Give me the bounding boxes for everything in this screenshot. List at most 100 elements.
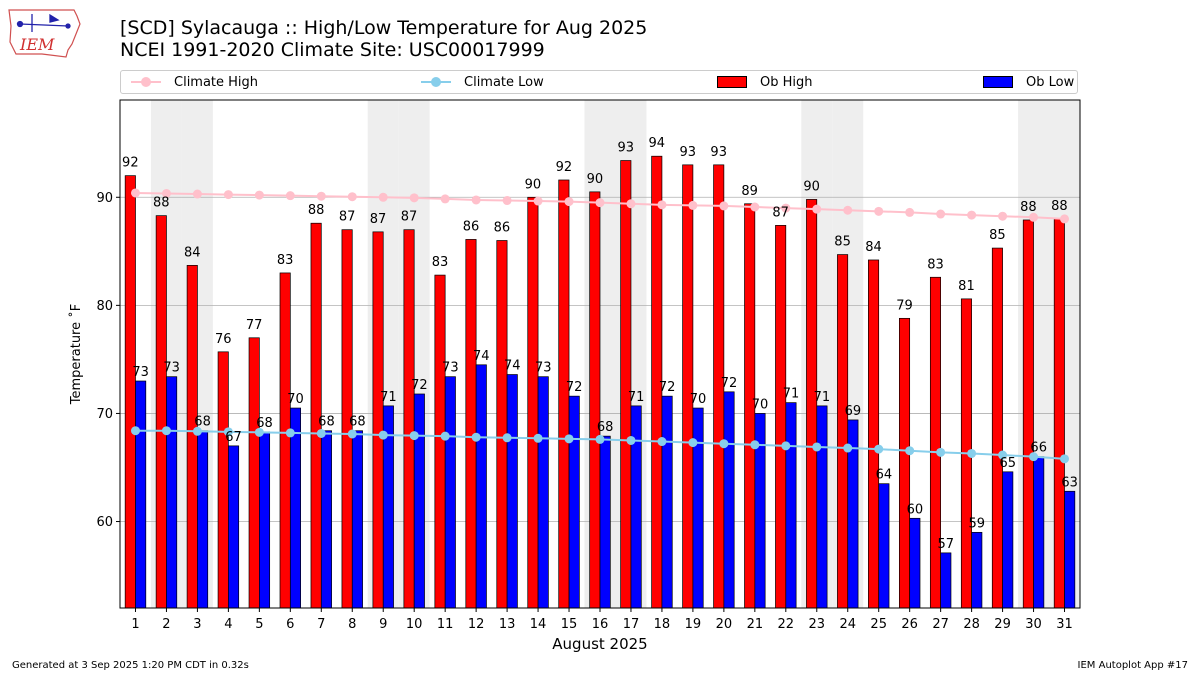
climate-low-point	[595, 434, 605, 444]
ob-low-label: 60	[907, 502, 924, 517]
climate-low-point	[1029, 452, 1039, 462]
x-tick-label: 16	[592, 617, 609, 632]
x-tick-label: 21	[747, 617, 764, 632]
ob-low-bar	[816, 405, 828, 609]
ob-low-label: 66	[1030, 441, 1047, 456]
x-tick-label: 2	[162, 617, 170, 632]
ob-high-label: 83	[927, 257, 944, 272]
climate-high-point	[440, 194, 450, 204]
ob-high-bar	[775, 225, 787, 609]
weather-station-icon	[16, 13, 71, 32]
ob-low-label: 67	[225, 430, 242, 445]
y-tick-label: 80	[96, 299, 113, 314]
climate-low-point	[471, 432, 481, 442]
ob-high-bar	[620, 160, 632, 609]
climate-high-point	[1060, 214, 1070, 224]
climate-high-point	[781, 203, 791, 213]
climate-low-point	[440, 431, 450, 441]
climate-high-point	[626, 199, 636, 209]
climate-low-point	[750, 440, 760, 450]
ob-low-label: 73	[132, 365, 149, 380]
climate-high-point	[130, 188, 140, 198]
ob-low-bar	[475, 364, 487, 609]
climate-low-point	[409, 431, 419, 441]
ob-high-label: 94	[649, 136, 666, 151]
ob-high-label: 87	[339, 210, 356, 225]
ob-low-swatch-icon	[983, 73, 1013, 91]
x-tick-label: 20	[716, 617, 733, 632]
x-tick-label: 9	[379, 617, 387, 632]
ob-high-label: 90	[587, 172, 604, 187]
x-tick-label: 23	[809, 617, 826, 632]
climate-high-point	[936, 209, 946, 219]
climate-low-point	[316, 428, 326, 438]
legend-item-climate-high: Climate High	[131, 73, 258, 91]
ob-low-bar	[228, 445, 240, 609]
climate-high-point	[285, 191, 295, 201]
x-tick-label: 12	[468, 617, 485, 632]
climate-high-point	[657, 200, 667, 210]
climate-high-point	[564, 197, 574, 207]
x-axis-label: August 2025	[552, 635, 647, 653]
x-tick-label: 28	[963, 617, 980, 632]
climate-low-point	[905, 446, 915, 456]
ob-low-bar	[661, 395, 673, 609]
ob-high-label: 79	[896, 298, 913, 313]
ob-low-bar	[166, 376, 178, 609]
x-tick-label: 1	[131, 617, 139, 632]
climate-high-point	[1029, 212, 1039, 222]
ob-high-label: 92	[122, 156, 139, 171]
climate-high-point	[471, 195, 481, 205]
x-tick-label: 26	[901, 617, 918, 632]
ob-low-label: 65	[999, 456, 1016, 471]
x-tick-label: 19	[685, 617, 702, 632]
ob-high-bar	[991, 247, 1003, 609]
x-tick-label: 24	[839, 617, 856, 632]
ob-low-bar	[537, 376, 549, 609]
ob-high-label: 86	[494, 221, 511, 236]
plot-frame	[119, 99, 1081, 609]
ob-low-bar	[259, 431, 271, 609]
ob-high-bar	[434, 274, 446, 609]
generated-timestamp: Generated at 3 Sep 2025 1:20 PM CDT in 0…	[12, 660, 249, 671]
x-tick-label: 10	[406, 617, 423, 632]
ob-high-bar	[248, 337, 260, 609]
ob-low-bar	[878, 483, 890, 609]
ob-low-label: 70	[690, 392, 707, 407]
climate-high-point	[347, 192, 357, 202]
ob-low-label: 64	[876, 468, 893, 483]
climate-high-point	[223, 190, 233, 200]
ob-low-bar	[723, 391, 735, 609]
climate-low-point	[192, 426, 202, 436]
x-tick-label: 29	[994, 617, 1011, 632]
ob-high-label: 88	[1051, 199, 1068, 214]
climate-low-point	[285, 428, 295, 438]
ob-low-label: 72	[411, 378, 428, 393]
climate-high-line-icon	[131, 73, 161, 91]
ob-low-bar	[506, 374, 518, 609]
iem-logo: IEM	[8, 9, 81, 58]
climate-low-point	[533, 433, 543, 443]
ob-high-label: 83	[277, 253, 294, 268]
ob-high-label: 87	[370, 212, 387, 227]
ob-high-bar	[372, 231, 384, 609]
ob-high-label: 92	[556, 160, 573, 175]
climate-low-point	[967, 448, 977, 458]
ob-low-bar	[351, 430, 363, 609]
ob-high-bar	[124, 175, 136, 609]
climate-low-point	[812, 442, 822, 452]
ob-low-label: 70	[287, 392, 304, 407]
ob-high-bar	[155, 215, 167, 609]
climate-low-point	[626, 435, 636, 445]
chart-title: [SCD] Sylacauga :: High/Low Temperature …	[120, 17, 648, 39]
climate-low-point	[657, 437, 667, 447]
ob-low-label: 71	[380, 390, 397, 405]
climate-high-point	[409, 193, 419, 203]
legend-label: Climate Low	[464, 74, 544, 90]
ob-low-label: 69	[845, 404, 862, 419]
ob-low-bar	[599, 435, 611, 609]
x-tick-label: 14	[530, 617, 547, 632]
ob-high-label: 87	[772, 205, 789, 220]
ob-low-label: 72	[721, 376, 738, 391]
